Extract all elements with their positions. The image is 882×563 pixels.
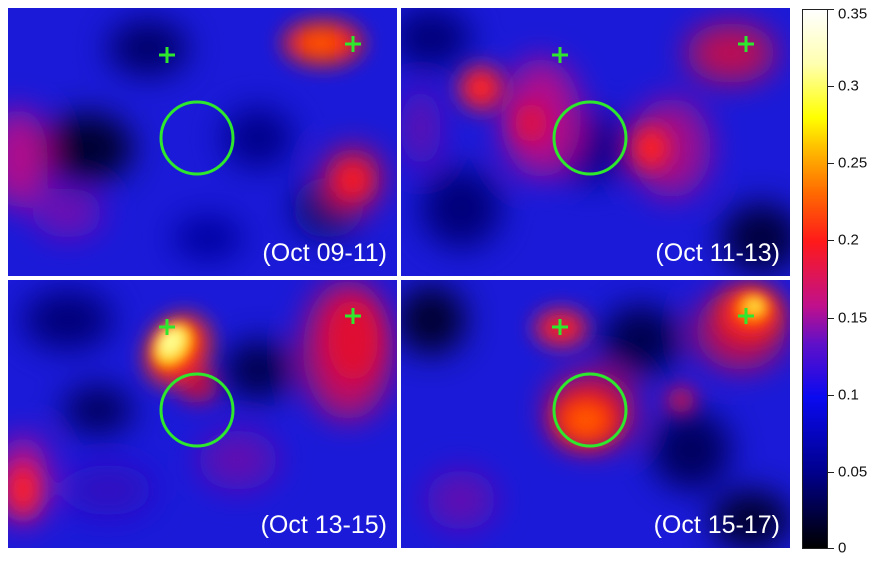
target-circle xyxy=(552,100,628,176)
source-marker xyxy=(738,36,754,52)
colorbar-tick xyxy=(828,472,834,473)
time-range-label: (Oct 15-17) xyxy=(653,511,780,539)
source-marker xyxy=(738,308,754,324)
source-marker xyxy=(159,319,175,335)
target-circle xyxy=(552,372,628,448)
colorbar-tick xyxy=(828,86,834,87)
colorbar-tick-label: 0 xyxy=(838,539,847,557)
colorbar-tick xyxy=(828,548,834,549)
time-range-label: (Oct 09-11) xyxy=(262,239,387,267)
colorbar-tick xyxy=(828,240,834,241)
colorbar-tick-label: 0.05 xyxy=(838,463,868,481)
target-circle xyxy=(159,372,235,448)
colorbar-tick xyxy=(828,395,834,396)
colorbar-tick xyxy=(828,318,834,319)
source-marker xyxy=(345,308,361,324)
panel-oct-13-15: (Oct 13-15) xyxy=(8,280,397,548)
source-marker xyxy=(552,47,568,63)
intensity-map xyxy=(401,8,790,276)
colorbar-tick-label: 0.1 xyxy=(838,386,859,404)
panel-oct-11-13: (Oct 11-13) xyxy=(401,8,790,276)
source-marker xyxy=(345,36,361,52)
colorbar-tick xyxy=(828,9,834,10)
colorbar-tick-label: 0.15 xyxy=(838,309,868,327)
panel-oct-09-11: (Oct 09-11) xyxy=(8,8,397,276)
target-circle xyxy=(159,100,235,176)
colorbar-tick-label: 0.35 xyxy=(838,5,868,23)
source-marker xyxy=(159,47,175,63)
time-range-label: (Oct 11-13) xyxy=(655,239,780,267)
intensity-map xyxy=(8,280,397,548)
colorbar xyxy=(802,9,828,549)
time-range-label: (Oct 13-15) xyxy=(260,511,387,539)
colorbar-tick-label: 0.3 xyxy=(838,77,859,95)
colorbar-tick xyxy=(828,163,834,164)
intensity-map xyxy=(8,8,397,276)
colorbar-tick-label: 0.25 xyxy=(838,154,868,172)
intensity-map xyxy=(401,280,790,548)
panel-oct-15-17: (Oct 15-17) xyxy=(401,280,790,548)
colorbar-tick-label: 0.2 xyxy=(838,231,859,249)
source-marker xyxy=(552,319,568,335)
